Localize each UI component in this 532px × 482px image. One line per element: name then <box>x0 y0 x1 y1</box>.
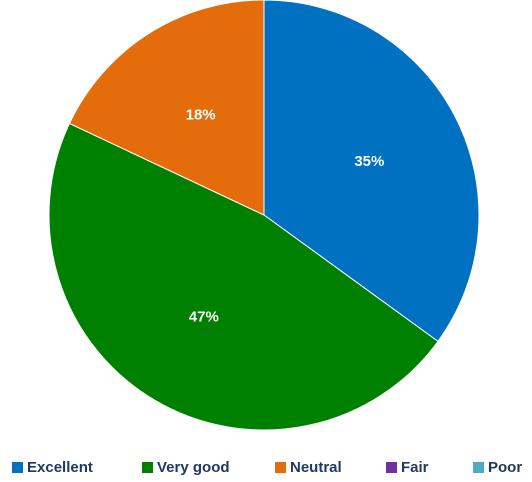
data-label-very-good: 47% <box>189 308 219 325</box>
legend: Excellent Very good Neutral Fair Poor <box>0 456 532 480</box>
legend-swatch-poor <box>473 461 484 473</box>
legend-swatch-fair <box>386 461 397 473</box>
legend-label-very-good: Very good <box>157 458 230 476</box>
pie-slice-neutral <box>68 0 265 216</box>
legend-item-neutral: Neutral <box>275 456 342 478</box>
pie-slice-very-good <box>48 122 439 431</box>
legend-item-very-good: Very good <box>142 456 230 478</box>
legend-swatch-very-good <box>142 461 153 473</box>
legend-swatch-neutral <box>275 461 286 473</box>
legend-label-poor: Poor <box>488 458 523 476</box>
legend-item-fair: Fair <box>386 456 429 478</box>
legend-swatch-excellent <box>12 461 23 473</box>
data-label-neutral: 18% <box>186 107 216 124</box>
legend-label-neutral: Neutral <box>290 458 342 476</box>
data-label-excellent: 35% <box>354 153 384 170</box>
legend-label-excellent: Excellent <box>27 458 93 476</box>
pie-slice-excellent <box>263 0 480 343</box>
legend-item-poor: Poor <box>473 456 522 478</box>
legend-item-excellent: Excellent <box>12 456 93 478</box>
legend-label-fair: Fair <box>401 458 429 476</box>
